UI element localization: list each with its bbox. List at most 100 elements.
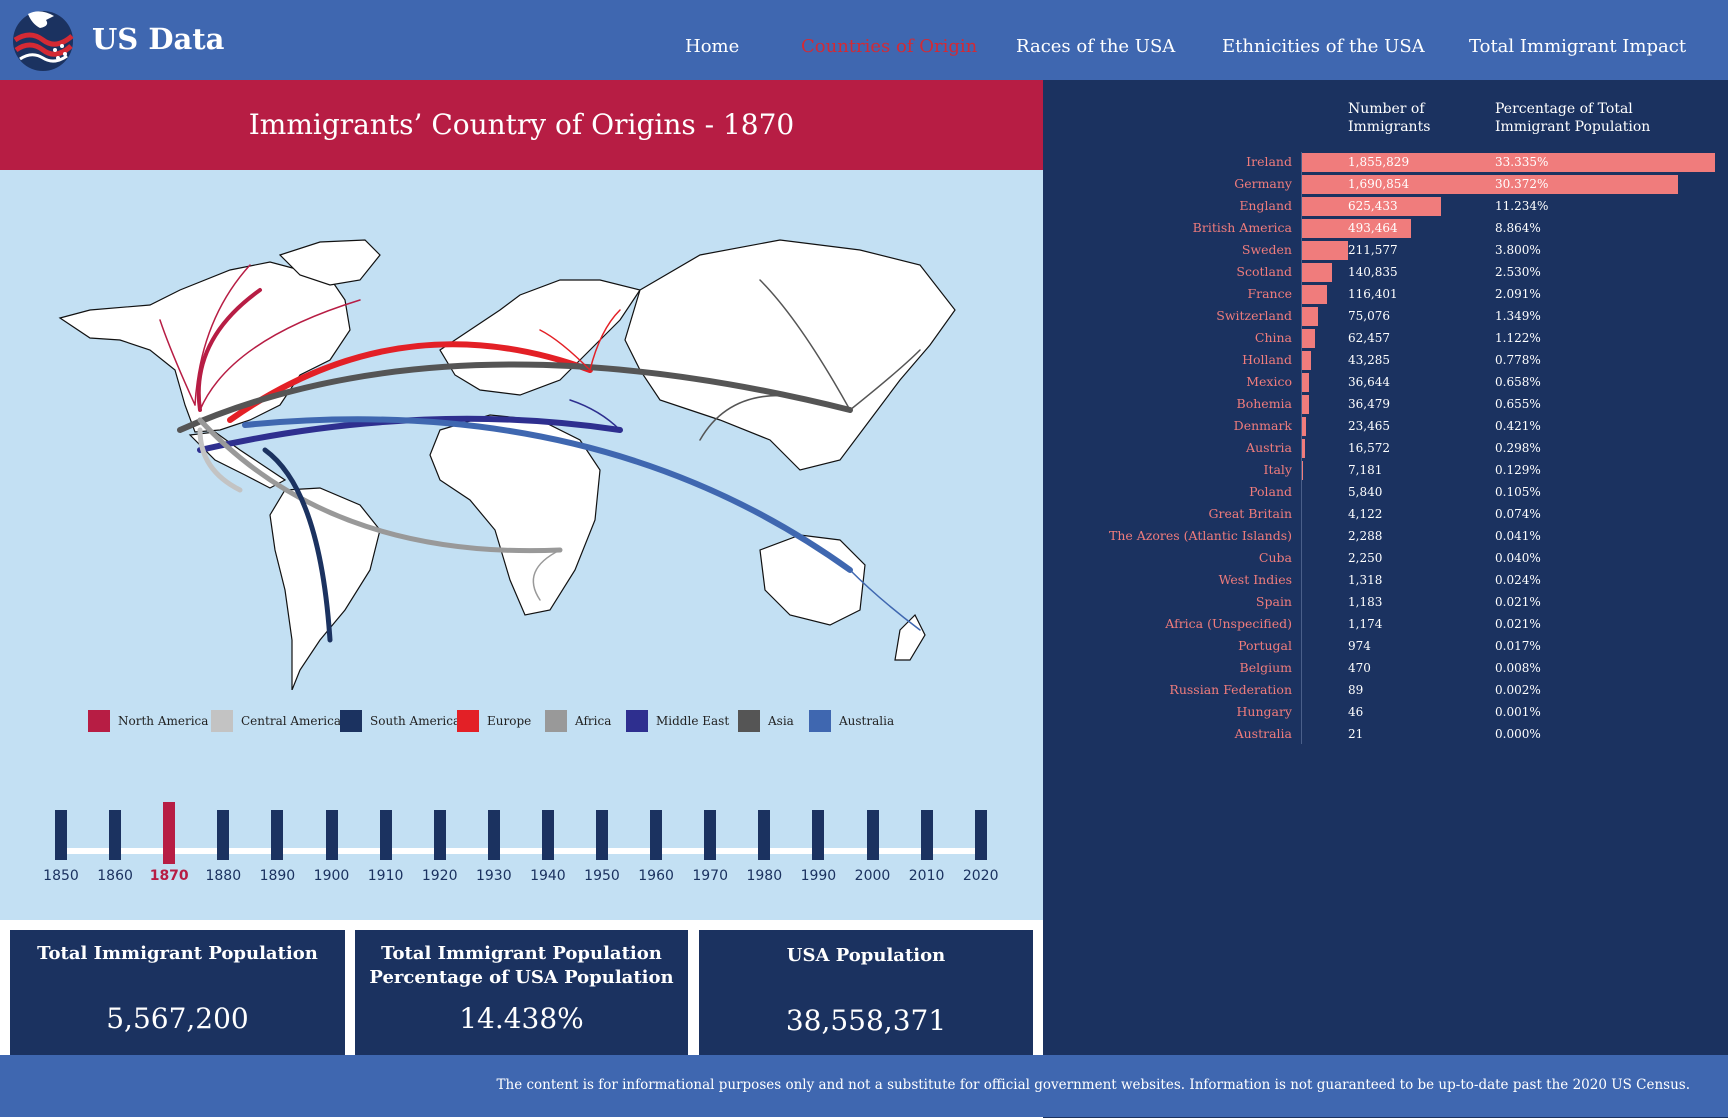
- timeline-year-label[interactable]: 1860: [97, 868, 133, 884]
- immigrant-count: 1,855,829: [1348, 155, 1410, 169]
- table-row[interactable]: Denmark 23,465 0.421%: [1043, 416, 1728, 436]
- table-row[interactable]: Sweden 211,577 3.800%: [1043, 240, 1728, 260]
- immigrant-count: 62,457: [1348, 331, 1390, 345]
- timeline-year-label[interactable]: 1940: [530, 868, 566, 884]
- immigrant-count-bar: [1301, 153, 1715, 172]
- country-name: Switzerland: [1216, 308, 1292, 323]
- immigrant-count: 974: [1348, 639, 1371, 653]
- nav-total-impact[interactable]: Total Immigrant Impact: [1469, 36, 1687, 57]
- timeline-year-label[interactable]: 1950: [584, 868, 620, 884]
- table-row[interactable]: Switzerland 75,076 1.349%: [1043, 306, 1728, 326]
- timeline-year-label[interactable]: 1960: [638, 868, 674, 884]
- table-row[interactable]: Italy 7,181 0.129%: [1043, 460, 1728, 480]
- legend-swatch: [545, 710, 567, 732]
- nav-countries-of-origin[interactable]: Countries of Origin: [801, 36, 978, 57]
- table-row[interactable]: Great Britain 4,122 0.074%: [1043, 504, 1728, 524]
- immigrant-count: 2,288: [1348, 529, 1383, 543]
- table-row[interactable]: Australia 21 0.000%: [1043, 724, 1728, 744]
- immigrant-percentage: 0.105%: [1495, 485, 1541, 499]
- legend-label: Middle East: [656, 714, 730, 728]
- timeline-year-label[interactable]: 2010: [908, 868, 945, 884]
- table-row[interactable]: The Azores (Atlantic Islands) 2,288 0.041%: [1043, 526, 1728, 546]
- card-label: Total Immigrant Population Percentage of…: [355, 942, 688, 990]
- immigrant-count: 1,174: [1348, 617, 1383, 631]
- timeline-year-label[interactable]: 1910: [367, 868, 404, 884]
- table-row[interactable]: Cuba 2,250 0.040%: [1043, 548, 1728, 568]
- table-row[interactable]: China 62,457 1.122%: [1043, 328, 1728, 348]
- table-row[interactable]: Austria 16,572 0.298%: [1043, 438, 1728, 458]
- country-name: Spain: [1255, 594, 1292, 609]
- timeline-tick-2010[interactable]: [920, 810, 933, 860]
- country-name: West Indies: [1218, 572, 1292, 587]
- table-row[interactable]: Spain 1,183 0.021%: [1043, 592, 1728, 612]
- legend-swatch: [738, 710, 760, 732]
- timeline-year-label[interactable]: 1870: [149, 868, 189, 884]
- nav-home[interactable]: Home: [685, 36, 740, 57]
- timeline-year-label[interactable]: 1900: [313, 868, 350, 884]
- table-row[interactable]: Mexico 36,644 0.658%: [1043, 372, 1728, 392]
- immigrant-count: 75,076: [1348, 309, 1390, 323]
- table-row[interactable]: British America 493,464 8.864%: [1043, 218, 1728, 238]
- timeline-tick-2000[interactable]: [866, 810, 879, 860]
- timeline-tick-1920[interactable]: [433, 810, 446, 860]
- timeline-year-label[interactable]: 1990: [800, 868, 837, 884]
- brand-title[interactable]: US Data: [92, 22, 225, 56]
- timeline-tick-1880[interactable]: [217, 810, 230, 860]
- timeline-tick-1940[interactable]: [541, 810, 554, 860]
- country-name: Scotland: [1236, 264, 1292, 279]
- immigrant-percentage: 11.234%: [1495, 199, 1549, 213]
- timeline-tick-1970[interactable]: [704, 810, 717, 860]
- table-row[interactable]: Africa (Unspecified) 1,174 0.021%: [1043, 614, 1728, 634]
- immigrant-percentage: 0.655%: [1495, 397, 1541, 411]
- nav-races[interactable]: Races of the USA: [1016, 36, 1176, 57]
- table-row[interactable]: Russian Federation 89 0.002%: [1043, 680, 1728, 700]
- timeline-tick-1860[interactable]: [109, 810, 122, 860]
- timeline-year-label[interactable]: 1890: [259, 868, 296, 884]
- immigrant-count: 116,401: [1348, 287, 1398, 301]
- timeline-year-label[interactable]: 1920: [421, 868, 458, 884]
- table-row[interactable]: England 625,433 11.234%: [1043, 196, 1728, 216]
- timeline-tick-1890[interactable]: [271, 810, 284, 860]
- timeline-year-label[interactable]: 1880: [205, 868, 242, 884]
- timeline-tick-1870[interactable]: [163, 802, 176, 864]
- immigrant-count-bar: [1301, 307, 1318, 326]
- country-name: China: [1254, 330, 1292, 345]
- immigrant-percentage: 0.008%: [1495, 661, 1541, 675]
- table-row[interactable]: West Indies 1,318 0.024%: [1043, 570, 1728, 590]
- timeline-tick-1980[interactable]: [758, 810, 771, 860]
- country-name: Germany: [1234, 176, 1292, 191]
- timeline-year-label[interactable]: 2020: [962, 868, 999, 884]
- country-name: Hungary: [1236, 704, 1293, 719]
- timeline-tick-1850[interactable]: [55, 810, 67, 860]
- immigrant-count: 23,465: [1348, 419, 1390, 433]
- table-row[interactable]: Belgium 470 0.008%: [1043, 658, 1728, 678]
- timeline-year-label[interactable]: 1930: [475, 868, 512, 884]
- timeline-year-label[interactable]: 1970: [692, 868, 728, 884]
- card-label: Total Immigrant Population: [37, 943, 318, 964]
- table-row[interactable]: Scotland 140,835 2.530%: [1043, 262, 1728, 282]
- timeline-tick-2020[interactable]: [974, 810, 987, 860]
- timeline-year-label[interactable]: 2000: [854, 868, 891, 884]
- table-row[interactable]: Holland 43,285 0.778%: [1043, 350, 1728, 370]
- eagle-flag-logo-icon[interactable]: [10, 6, 76, 72]
- timeline-tick-1900[interactable]: [325, 810, 338, 860]
- timeline-year-label[interactable]: 1980: [746, 868, 783, 884]
- timeline-tick-1950[interactable]: [596, 810, 608, 860]
- country-name: Austria: [1246, 440, 1292, 455]
- page-title: Immigrants’ Country of Origins - 1870: [0, 80, 1043, 170]
- legend-label: Europe: [487, 714, 532, 728]
- timeline-year-label[interactable]: 1850: [43, 868, 79, 884]
- timeline-tick-1960[interactable]: [650, 810, 663, 860]
- country-name: Africa (Unspecified): [1165, 616, 1292, 631]
- timeline-tick-1910[interactable]: [379, 810, 392, 860]
- table-row[interactable]: Ireland 1,855,829 33.335%: [1043, 152, 1728, 172]
- timeline-tick-1990[interactable]: [812, 810, 825, 860]
- table-row[interactable]: France 116,401 2.091%: [1043, 284, 1728, 304]
- table-row[interactable]: Portugal 974 0.017%: [1043, 636, 1728, 656]
- table-row[interactable]: Germany 1,690,854 30.372%: [1043, 174, 1728, 194]
- table-row[interactable]: Bohemia 36,479 0.655%: [1043, 394, 1728, 414]
- table-row[interactable]: Hungary 46 0.001%: [1043, 702, 1728, 722]
- nav-ethnicities[interactable]: Ethnicities of the USA: [1222, 36, 1425, 57]
- table-row[interactable]: Poland 5,840 0.105%: [1043, 482, 1728, 502]
- timeline-tick-1930[interactable]: [487, 810, 500, 860]
